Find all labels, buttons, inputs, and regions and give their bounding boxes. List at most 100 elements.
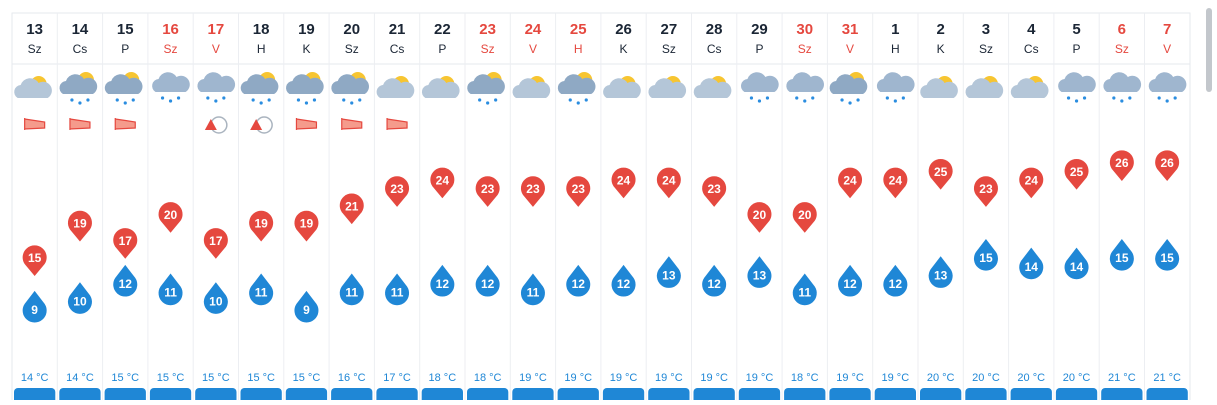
rain-drop bbox=[811, 96, 815, 100]
max-temp: 23 bbox=[572, 182, 586, 196]
rain-drop bbox=[1128, 96, 1132, 100]
rain-drop bbox=[350, 101, 354, 105]
rain-drop bbox=[1120, 99, 1124, 103]
rain-drop bbox=[312, 98, 317, 102]
water-temp: 20 °C bbox=[1063, 372, 1091, 384]
max-temp-pin bbox=[203, 228, 228, 259]
water-bar bbox=[738, 388, 781, 404]
water-temp: 16 °C bbox=[338, 372, 366, 384]
water-bar bbox=[557, 388, 599, 404]
weekday: Sz bbox=[481, 42, 495, 56]
cloud-icon bbox=[603, 78, 641, 98]
rain-drop bbox=[749, 96, 754, 100]
weekday: Sz bbox=[164, 42, 178, 56]
cloud-icon bbox=[693, 78, 732, 98]
water-bar bbox=[59, 388, 101, 404]
rain-drop bbox=[1066, 96, 1071, 100]
weekday: H bbox=[257, 42, 266, 56]
cloud-icon bbox=[197, 72, 236, 92]
min-temp-drop bbox=[22, 290, 47, 323]
rain-drop bbox=[176, 96, 181, 100]
weekday: P bbox=[121, 42, 129, 56]
max-temp-pin bbox=[249, 210, 274, 242]
min-temp: 13 bbox=[662, 268, 676, 282]
min-temp: 11 bbox=[255, 286, 268, 300]
min-temp: 14 bbox=[1025, 260, 1039, 274]
min-temp-drop bbox=[973, 239, 998, 271]
cloud-icon bbox=[331, 74, 369, 94]
wind-icon bbox=[386, 118, 408, 130]
day-number: 3 bbox=[982, 21, 990, 38]
rain-drop bbox=[840, 98, 844, 102]
max-temp: 19 bbox=[254, 217, 268, 231]
min-temp: 12 bbox=[481, 277, 495, 291]
rain-drop bbox=[1173, 96, 1177, 100]
water-temp: 21 °C bbox=[1153, 372, 1181, 384]
water-temp: 19 °C bbox=[564, 372, 592, 384]
max-temp: 23 bbox=[526, 182, 540, 196]
rain-drop bbox=[568, 98, 572, 102]
max-temp-pin bbox=[520, 176, 545, 207]
min-temp-drop bbox=[656, 256, 681, 288]
max-temp-pin bbox=[339, 193, 364, 225]
rain-drop bbox=[856, 98, 860, 102]
cloud-icon bbox=[240, 74, 279, 94]
weekday: H bbox=[574, 42, 583, 56]
max-temp-pin bbox=[973, 176, 998, 207]
day-number: 21 bbox=[389, 21, 406, 38]
rain-drop bbox=[1112, 96, 1116, 100]
day-number: 25 bbox=[570, 21, 587, 38]
day-number: 1 bbox=[891, 21, 899, 38]
rain-drop bbox=[267, 98, 271, 102]
cloud-icon bbox=[1148, 72, 1187, 92]
water-temp: 19 °C bbox=[746, 372, 774, 384]
rain-drop bbox=[131, 98, 135, 102]
water-temp: 15 °C bbox=[157, 372, 185, 384]
max-temp-pin bbox=[702, 176, 727, 207]
min-temp-drop bbox=[203, 282, 228, 314]
weekday: P bbox=[755, 42, 763, 56]
day-number: 22 bbox=[434, 21, 451, 38]
min-temp: 12 bbox=[617, 277, 631, 291]
day-number: 23 bbox=[479, 21, 496, 38]
max-temp-pin bbox=[1064, 158, 1089, 190]
rain-drop bbox=[86, 98, 90, 102]
water-bar bbox=[829, 388, 871, 404]
water-bar bbox=[693, 388, 735, 404]
day-number: 6 bbox=[1118, 21, 1126, 38]
min-temp-drop bbox=[792, 273, 817, 306]
wind-icon bbox=[295, 118, 318, 130]
min-temp-drop bbox=[1155, 239, 1180, 271]
max-temp-pin bbox=[1109, 150, 1134, 181]
rain-drop bbox=[494, 98, 498, 102]
cloud-icon bbox=[1058, 72, 1096, 92]
max-temp: 24 bbox=[843, 173, 857, 187]
warning-icon bbox=[204, 119, 217, 130]
max-temp: 26 bbox=[1160, 156, 1174, 170]
weekday: Sz bbox=[345, 42, 359, 56]
min-temp: 12 bbox=[436, 277, 450, 291]
min-temp-drop bbox=[339, 273, 364, 306]
water-bar bbox=[874, 388, 916, 404]
max-temp: 25 bbox=[1070, 165, 1084, 179]
min-temp: 12 bbox=[572, 277, 586, 291]
scrollbar[interactable] bbox=[1206, 8, 1212, 92]
rain-drop bbox=[78, 101, 82, 105]
cloud-icon bbox=[104, 74, 143, 94]
min-temp: 12 bbox=[889, 277, 903, 291]
max-temp: 23 bbox=[707, 182, 721, 196]
max-temp-pin bbox=[792, 202, 817, 233]
day-number: 5 bbox=[1072, 21, 1080, 38]
water-temp: 20 °C bbox=[1017, 372, 1045, 384]
wind-icon bbox=[24, 118, 46, 130]
water-temp: 18 °C bbox=[474, 372, 502, 384]
cloud-icon bbox=[1103, 72, 1142, 92]
max-temp-pin bbox=[656, 167, 681, 199]
wind-icon bbox=[341, 118, 363, 130]
water-bar bbox=[104, 388, 146, 404]
cloud-icon bbox=[741, 72, 779, 92]
rain-drop bbox=[584, 98, 588, 102]
rain-drop bbox=[70, 98, 74, 102]
day-number: 15 bbox=[117, 21, 134, 38]
min-temp-drop bbox=[475, 264, 500, 297]
